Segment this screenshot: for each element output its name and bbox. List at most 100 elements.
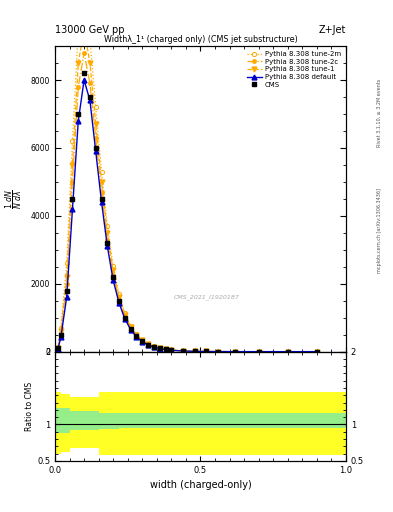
CMS: [82, 70, 86, 76]
Pythia 8.308 tune-2m: [134, 331, 139, 337]
Pythia 8.308 tune-1: [285, 349, 290, 355]
Pythia 8.308 tune-2m: [192, 348, 197, 354]
Y-axis label: $\frac{1}{N}\frac{dN}{d\lambda}$: $\frac{1}{N}\frac{dN}{d\lambda}$: [4, 189, 25, 209]
Pythia 8.308 tune-2m: [55, 344, 60, 350]
Line: Pythia 8.308 default: Pythia 8.308 default: [55, 78, 319, 354]
CMS: [140, 338, 145, 344]
CMS: [152, 344, 156, 350]
Pythia 8.308 tune-1: [181, 348, 185, 354]
CMS: [192, 348, 197, 354]
Pythia 8.308 tune-2c: [233, 349, 238, 355]
Pythia 8.308 tune-2m: [64, 260, 69, 266]
CMS: [128, 326, 133, 332]
Text: Z+Jet: Z+Jet: [318, 25, 346, 35]
Legend: Pythia 8.308 tune-2m, Pythia 8.308 tune-2c, Pythia 8.308 tune-1, Pythia 8.308 de: Pythia 8.308 tune-2m, Pythia 8.308 tune-…: [244, 48, 344, 91]
Pythia 8.308 tune-2c: [285, 349, 290, 355]
Pythia 8.308 default: [99, 199, 104, 205]
Pythia 8.308 tune-1: [152, 344, 156, 350]
Pythia 8.308 default: [134, 334, 139, 340]
Pythia 8.308 tune-1: [76, 60, 81, 66]
Pythia 8.308 tune-1: [94, 121, 98, 127]
Pythia 8.308 tune-2m: [111, 263, 116, 269]
Pythia 8.308 tune-2m: [285, 349, 290, 355]
Pythia 8.308 default: [285, 349, 290, 355]
X-axis label: width (charged-only): width (charged-only): [150, 480, 251, 490]
CMS: [55, 345, 60, 351]
CMS: [285, 349, 290, 355]
CMS: [99, 196, 104, 202]
CMS: [233, 349, 238, 355]
Pythia 8.308 tune-1: [59, 328, 63, 334]
Pythia 8.308 tune-2c: [169, 347, 174, 353]
Pythia 8.308 default: [314, 349, 319, 355]
Pythia 8.308 default: [204, 349, 209, 355]
Text: mcplots.cern.ch [arXiv:1306.3436]: mcplots.cern.ch [arXiv:1306.3436]: [377, 188, 382, 273]
Pythia 8.308 default: [117, 300, 121, 306]
Pythia 8.308 tune-1: [70, 162, 75, 168]
CMS: [105, 240, 110, 246]
Pythia 8.308 tune-2c: [128, 325, 133, 331]
Pythia 8.308 tune-2m: [76, 26, 81, 32]
Title: Widthλ_1¹ (charged only) (CMS jet substructure): Widthλ_1¹ (charged only) (CMS jet substr…: [103, 35, 298, 44]
Pythia 8.308 default: [59, 334, 63, 340]
Pythia 8.308 tune-2m: [105, 223, 110, 229]
Line: Pythia 8.308 tune-2c: Pythia 8.308 tune-2c: [56, 51, 319, 354]
CMS: [169, 347, 174, 353]
CMS: [146, 342, 151, 348]
Pythia 8.308 tune-1: [169, 347, 174, 353]
Pythia 8.308 tune-2m: [88, 36, 92, 42]
Pythia 8.308 default: [105, 243, 110, 249]
Line: CMS: CMS: [56, 71, 319, 354]
Pythia 8.308 tune-2m: [152, 344, 156, 350]
CMS: [163, 347, 168, 353]
Pythia 8.308 tune-2c: [70, 179, 75, 185]
Pythia 8.308 tune-1: [163, 346, 168, 352]
CMS: [94, 145, 98, 151]
Pythia 8.308 tune-2m: [314, 349, 319, 355]
Line: Pythia 8.308 tune-2m: Pythia 8.308 tune-2m: [56, 0, 319, 354]
CMS: [204, 349, 209, 355]
Y-axis label: Ratio to CMS: Ratio to CMS: [25, 381, 34, 431]
Pythia 8.308 default: [140, 338, 145, 345]
Pythia 8.308 tune-2c: [204, 349, 209, 355]
Pythia 8.308 default: [70, 206, 75, 212]
Pythia 8.308 tune-1: [123, 312, 127, 318]
Pythia 8.308 tune-2m: [128, 323, 133, 329]
Pythia 8.308 tune-1: [157, 345, 162, 351]
Pythia 8.308 tune-2m: [204, 348, 209, 354]
Pythia 8.308 default: [64, 294, 69, 301]
CMS: [64, 287, 69, 293]
Pythia 8.308 tune-2m: [94, 104, 98, 110]
Pythia 8.308 tune-2c: [152, 344, 156, 350]
Pythia 8.308 default: [215, 349, 220, 355]
Text: 13000 GeV pp: 13000 GeV pp: [55, 25, 125, 35]
Pythia 8.308 tune-2c: [55, 345, 60, 351]
Pythia 8.308 tune-1: [215, 349, 220, 355]
Pythia 8.308 default: [163, 347, 168, 353]
Pythia 8.308 tune-2c: [146, 342, 151, 348]
Pythia 8.308 default: [128, 327, 133, 333]
Pythia 8.308 tune-2c: [123, 314, 127, 320]
Pythia 8.308 tune-2m: [157, 345, 162, 351]
Pythia 8.308 tune-1: [134, 332, 139, 338]
Pythia 8.308 tune-2m: [215, 349, 220, 355]
Pythia 8.308 default: [157, 346, 162, 352]
Pythia 8.308 tune-2m: [99, 168, 104, 175]
Pythia 8.308 tune-1: [55, 345, 60, 351]
Pythia 8.308 tune-2c: [82, 50, 86, 56]
Pythia 8.308 default: [256, 349, 261, 355]
Pythia 8.308 tune-2c: [111, 272, 116, 279]
Pythia 8.308 tune-1: [233, 349, 238, 355]
Pythia 8.308 tune-1: [256, 349, 261, 355]
Pythia 8.308 tune-2c: [314, 349, 319, 355]
Pythia 8.308 tune-2m: [140, 337, 145, 343]
Pythia 8.308 default: [146, 342, 151, 348]
Pythia 8.308 tune-2m: [169, 347, 174, 353]
Pythia 8.308 tune-1: [64, 274, 69, 280]
Pythia 8.308 default: [192, 348, 197, 354]
Pythia 8.308 default: [169, 347, 174, 353]
Pythia 8.308 tune-2m: [181, 348, 185, 354]
Pythia 8.308 default: [82, 77, 86, 83]
Pythia 8.308 tune-1: [146, 341, 151, 347]
Pythia 8.308 tune-2m: [256, 349, 261, 355]
